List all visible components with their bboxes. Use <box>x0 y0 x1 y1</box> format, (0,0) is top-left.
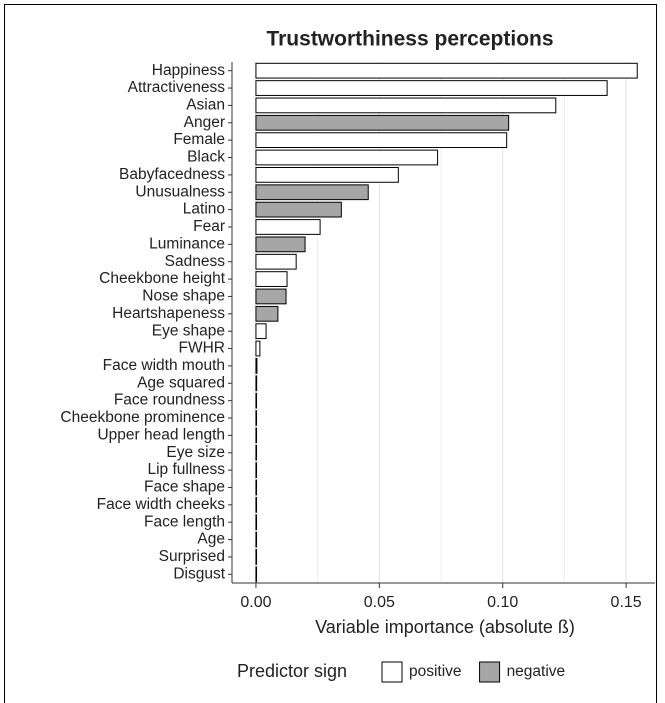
y-tick-label: Cheekbone prominence <box>60 409 225 426</box>
y-tick-label: Unusualness <box>135 183 225 200</box>
y-tick-label: Latino <box>183 201 225 218</box>
y-tick-label: Anger <box>184 114 225 131</box>
legend-title: Predictor sign <box>237 661 347 681</box>
y-tick-label: Black <box>187 149 225 166</box>
y-tick-label: Age squared <box>137 374 225 391</box>
bar <box>255 462 258 478</box>
bar <box>255 114 510 131</box>
y-tick-label: Asian <box>186 97 225 114</box>
frame <box>4 4 657 703</box>
bar <box>255 201 342 218</box>
bar <box>255 444 258 461</box>
y-tick-label: Eye shape <box>152 322 225 339</box>
legend-label: positive <box>409 663 462 680</box>
legend-swatch <box>381 661 403 683</box>
bar <box>255 566 258 583</box>
bar <box>255 514 258 531</box>
bar <box>255 305 279 322</box>
y-tick-label: Attractiveness <box>128 79 226 96</box>
bar <box>255 340 261 357</box>
y-tick-label: Face width cheeks <box>97 496 226 513</box>
x-tick-label: 0.15 <box>611 594 642 611</box>
bar <box>255 184 369 201</box>
y-tick-label: Surprised <box>159 548 225 565</box>
y-tick-label: Face roundness <box>114 392 225 409</box>
y-tick-label: Nose shape <box>142 288 225 305</box>
bar <box>255 531 258 548</box>
bar <box>255 358 258 374</box>
y-tick-label: Age <box>197 531 225 548</box>
y-tick-label: Lip fullness <box>147 461 225 478</box>
x-axis-label: Variable importance (absolute ß) <box>315 617 575 637</box>
bar <box>255 375 258 392</box>
y-tick-label: Face length <box>144 513 225 530</box>
y-tick-label: Upper head length <box>97 426 225 443</box>
y-tick-label: Face width mouth <box>103 357 225 374</box>
y-tick-label: Fear <box>193 218 225 235</box>
y-tick-label: Sadness <box>165 253 226 270</box>
bar <box>255 149 439 166</box>
bar <box>255 97 557 114</box>
bar <box>255 62 638 79</box>
y-tick-label: Heartshapeness <box>112 305 225 322</box>
y-tick-label: Face shape <box>144 479 225 496</box>
bar <box>255 427 258 444</box>
bar <box>255 549 258 565</box>
y-tick-label: Happiness <box>152 62 225 79</box>
bar <box>255 496 258 513</box>
bar <box>255 167 399 183</box>
x-tick-label: 0.05 <box>364 594 395 611</box>
bar <box>255 392 258 409</box>
bar <box>255 323 267 340</box>
bar <box>255 271 288 287</box>
bar <box>255 479 258 496</box>
legend-label: negative <box>507 663 566 680</box>
bar <box>255 132 508 149</box>
y-tick-label: Babyfacedness <box>119 166 225 183</box>
bar <box>255 219 321 235</box>
y-tick-label: Eye size <box>166 444 225 461</box>
y-tick-label: Female <box>173 131 225 148</box>
bar <box>255 80 608 96</box>
chart-title: Trustworthiness perceptions <box>266 28 553 51</box>
y-tick-label: Cheekbone height <box>99 270 226 287</box>
y-tick-label: FWHR <box>179 340 226 357</box>
bar <box>255 253 297 270</box>
y-tick-label: Disgust <box>173 565 225 582</box>
bar <box>255 410 258 426</box>
y-tick-label: Luminance <box>149 235 225 252</box>
x-tick-label: 0.00 <box>240 594 271 611</box>
x-tick-label: 0.10 <box>487 594 518 611</box>
legend-swatch <box>479 661 501 683</box>
bar <box>255 236 306 253</box>
bar <box>255 288 287 305</box>
